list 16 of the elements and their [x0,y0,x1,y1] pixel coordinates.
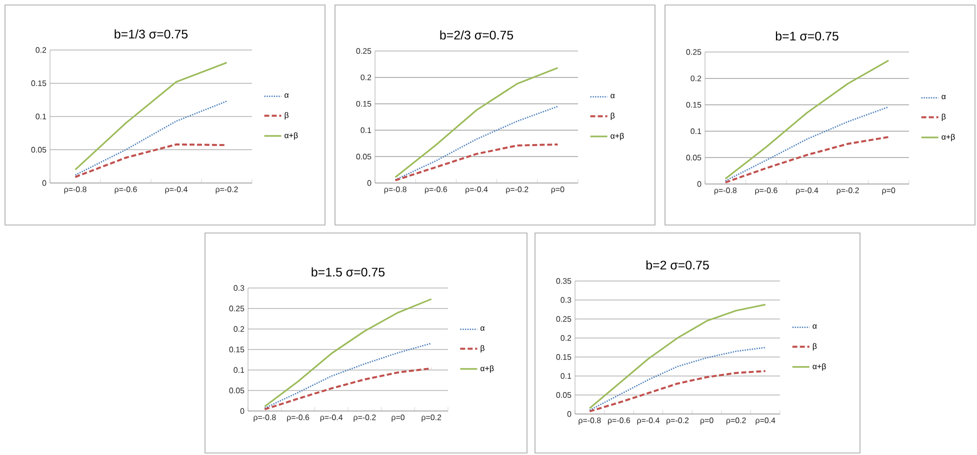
chart-title: b=1/3 σ=0.75 [114,29,188,39]
line-series [724,60,890,180]
chart-title: b=2/3 σ=0.75 [440,30,514,40]
line-series [264,342,432,409]
chart-title: b=1 σ=0.75 [776,31,838,41]
line-series [724,106,890,182]
line-series [394,143,559,182]
line-series [264,367,432,410]
chart-title: b=2 σ=0.75 [646,260,709,270]
line-series [74,62,228,170]
line-series [264,298,432,408]
line-series [394,106,558,181]
line-series [74,100,228,176]
line-series [394,67,559,178]
line-series [724,136,890,184]
chart-title: b=1.5 σ=0.75 [312,267,385,277]
